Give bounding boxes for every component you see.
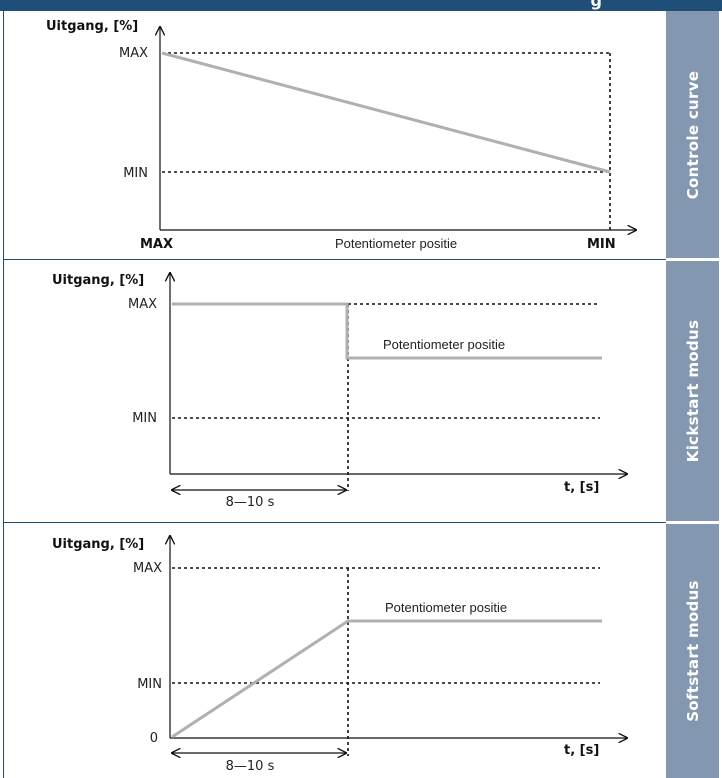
y-level-max: MAX — [133, 561, 162, 576]
panel-controle-curve: Uitgang, [%] MAX MIN MAX Potentiometer p… — [46, 19, 636, 252]
y-level-min: MIN — [132, 411, 157, 426]
y-level-max: MAX — [128, 297, 157, 312]
panel-softstart: Uitgang, [%] MAX MIN 0 Potentiometer pos… — [52, 536, 627, 774]
x-end-label: MIN — [587, 237, 616, 252]
y-axis-label: Uitgang, [%] — [46, 19, 138, 34]
side-bar-softstart: Softstart modus — [666, 524, 719, 778]
y-axis-label: Uitgang, [%] — [52, 273, 144, 288]
control-curve-line — [161, 51, 611, 174]
x-axis-label: t, [s] — [564, 743, 599, 758]
curve-label: Potentiometer positie — [383, 337, 505, 352]
panel-kickstart: Uitgang, [%] MAX MIN Potentiometer posit… — [52, 273, 627, 510]
x-axis-label: t, [s] — [564, 480, 599, 495]
header-title-fragment: g — [590, 0, 602, 10]
y-level-zero: 0 — [150, 731, 158, 746]
side-bar-kickstart: Kickstart modus — [666, 261, 719, 521]
x-start-label: MAX — [140, 237, 173, 252]
side-bar-controle-curve: Controle curve — [666, 11, 719, 259]
y-level-min: MIN — [137, 677, 162, 692]
side-separator — [666, 258, 719, 261]
kickstart-curve — [172, 302, 602, 360]
panel-divider-2 — [3, 522, 666, 523]
softstart-curve — [171, 619, 602, 739]
curve-label: Potentiometer positie — [385, 600, 507, 615]
panel-divider-1 — [3, 259, 666, 260]
y-level-min: MIN — [123, 166, 148, 181]
y-axis-label: Uitgang, [%] — [52, 537, 144, 552]
y-level-max: MAX — [119, 46, 148, 61]
interval-label: 8—10 s — [226, 495, 275, 510]
interval-label: 8—10 s — [226, 759, 275, 774]
x-axis-label: Potentiometer positie — [335, 236, 457, 251]
side-separator — [666, 521, 719, 524]
header-bar: g — [0, 0, 722, 11]
